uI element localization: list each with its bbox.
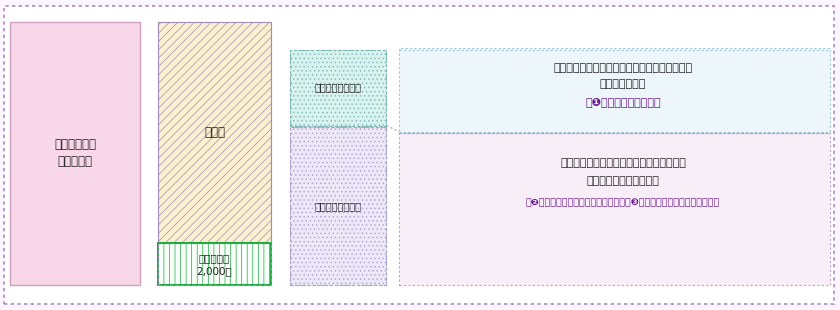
Bar — [399, 48, 830, 132]
Bar — [10, 22, 140, 285]
Text: 住民税からの控除: 住民税からの控除 — [315, 201, 361, 211]
Text: 住民税からの控除：ふるさと納税を行った: 住民税からの控除：ふるさと納税を行った — [560, 158, 686, 168]
Text: 控除額: 控除額 — [204, 126, 225, 139]
Text: 自己負担額
2,000円: 自己負担額 2,000円 — [197, 253, 233, 276]
Text: 所得税からの控除: 所得税からの控除 — [315, 82, 361, 93]
Text: 所得税からの控除：ふるさと納税を行った年の: 所得税からの控除：ふるさと納税を行った年の — [554, 63, 693, 73]
Bar — [290, 50, 386, 126]
Bar — [158, 22, 271, 243]
Text: ふるさと納税
（寄附金）: ふるさと納税 （寄附金） — [54, 139, 96, 168]
Bar — [290, 127, 386, 285]
Bar — [158, 243, 271, 285]
Bar — [290, 127, 386, 285]
Text: 【❶所得税からの控除】: 【❶所得税からの控除】 — [585, 97, 661, 107]
Bar — [158, 22, 271, 285]
Text: 翌年度の住民税から控除: 翌年度の住民税から控除 — [586, 176, 659, 186]
Text: 【❷住民税からの控除（基本分）】＋【❸住民税からの控除（特例分）】: 【❷住民税からの控除（基本分）】＋【❸住民税からの控除（特例分）】 — [526, 198, 720, 208]
Text: 所得税から控除: 所得税から控除 — [600, 79, 646, 89]
Bar — [399, 133, 830, 285]
Bar — [290, 50, 386, 126]
